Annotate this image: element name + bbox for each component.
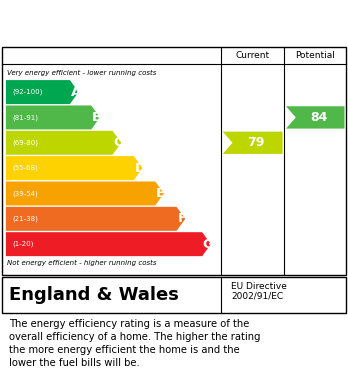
Text: (55-68): (55-68): [12, 165, 38, 171]
Text: Current: Current: [236, 51, 270, 60]
Text: (92-100): (92-100): [12, 89, 42, 95]
Text: C: C: [113, 136, 123, 149]
Polygon shape: [6, 232, 211, 256]
Text: England & Wales: England & Wales: [9, 286, 179, 304]
Text: Energy Efficiency Rating: Energy Efficiency Rating: [9, 14, 238, 32]
Text: 79: 79: [247, 136, 265, 149]
Polygon shape: [6, 207, 185, 231]
Text: A: A: [71, 86, 81, 99]
Polygon shape: [6, 106, 100, 129]
Polygon shape: [223, 132, 283, 154]
Text: D: D: [135, 161, 146, 175]
Text: (69-80): (69-80): [12, 140, 38, 146]
Polygon shape: [6, 156, 143, 180]
Text: F: F: [177, 212, 187, 225]
Text: (81-91): (81-91): [12, 114, 38, 121]
Text: Potential: Potential: [295, 51, 335, 60]
Text: E: E: [156, 187, 165, 200]
Polygon shape: [6, 80, 79, 104]
Text: (1-20): (1-20): [12, 241, 33, 248]
Text: B: B: [92, 111, 102, 124]
Text: 84: 84: [310, 111, 327, 124]
Text: Not energy efficient - higher running costs: Not energy efficient - higher running co…: [7, 260, 157, 266]
Text: EU Directive
2002/91/EC: EU Directive 2002/91/EC: [231, 282, 287, 301]
Polygon shape: [6, 131, 121, 155]
Text: The energy efficiency rating is a measure of the
overall efficiency of a home. T: The energy efficiency rating is a measur…: [9, 319, 260, 368]
Polygon shape: [6, 181, 164, 205]
Text: (21-38): (21-38): [12, 215, 38, 222]
Text: G: G: [203, 238, 214, 251]
Text: Very energy efficient - lower running costs: Very energy efficient - lower running co…: [7, 70, 156, 75]
Text: (39-54): (39-54): [12, 190, 38, 197]
Polygon shape: [286, 106, 345, 129]
